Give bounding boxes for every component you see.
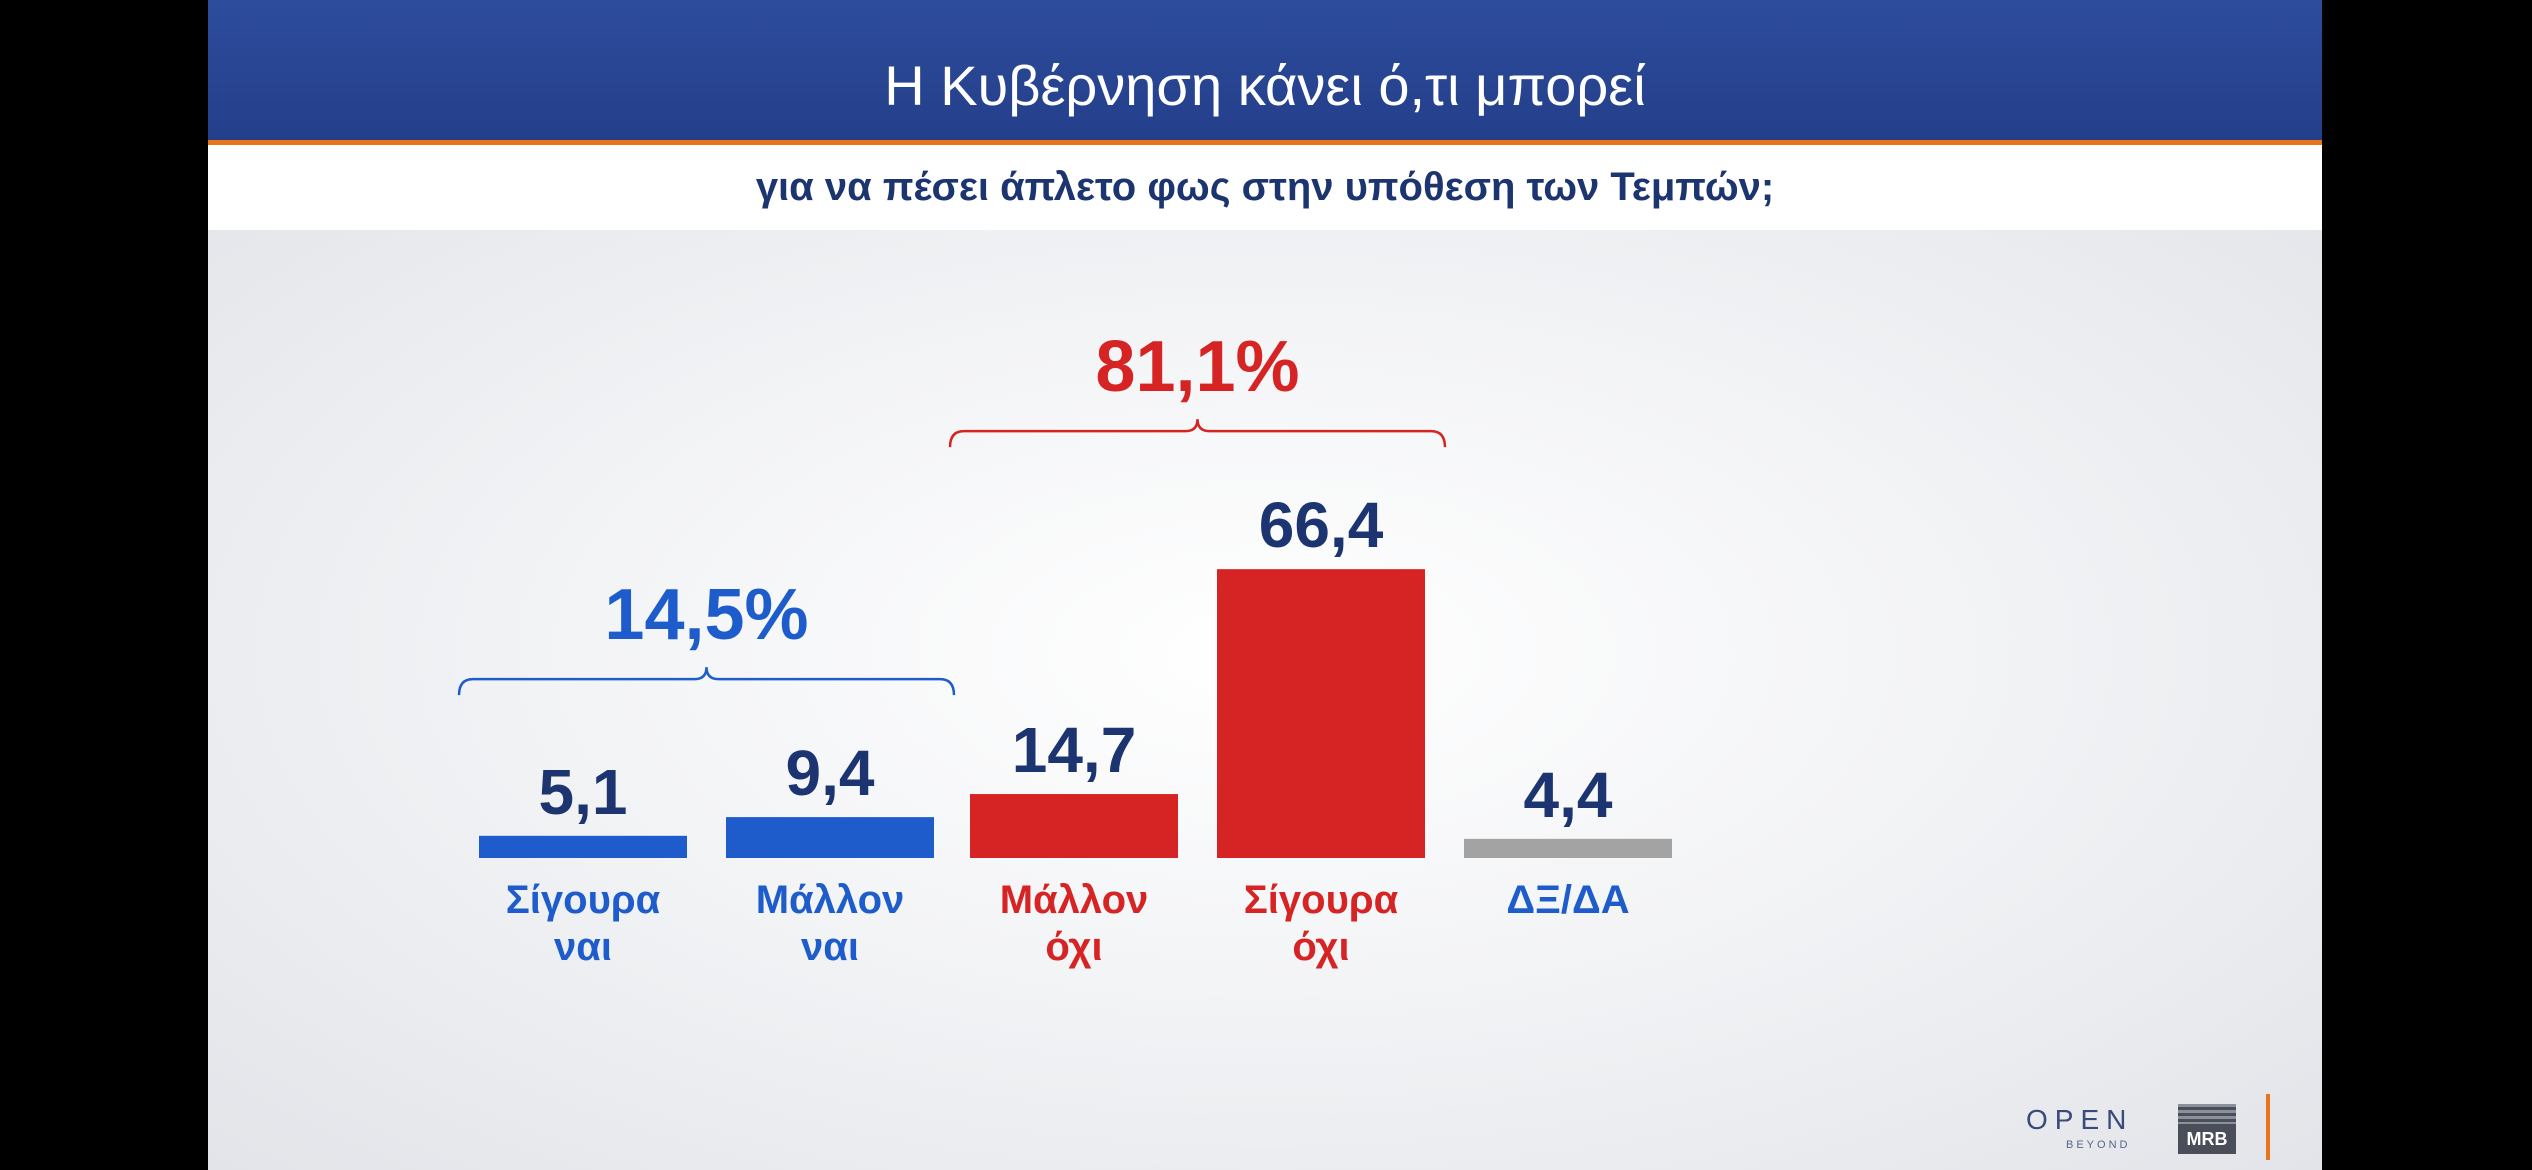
title-bar (208, 0, 2322, 140)
bar-5 (1464, 838, 1672, 858)
bar-chart: 5,1Σίγουραναι9,4Μάλλονναι14,7Μάλλονόχι66… (457, 327, 1672, 969)
category-label-2-line-1: Μάλλον (756, 878, 905, 922)
value-label-1: 5,1 (539, 756, 628, 828)
accent-divider (208, 140, 2322, 145)
open-logo-tagline: BEYOND (2066, 1139, 2131, 1151)
bar-3 (970, 794, 1178, 858)
category-label-3-line-2: όχι (1045, 925, 1102, 969)
group-total-label-2: 81,1% (1095, 327, 1299, 407)
chart-stage: 5,1 Σίγουρα ναι 9,4 Μάλλον ναι 14,7 Μάλλον όχι 66… (208, 230, 2322, 1170)
mrb-logo-text: MRB (2186, 1129, 2228, 1149)
category-label-4-line-2: όχι (1292, 925, 1349, 969)
category-label-2-line-2: ναι (801, 925, 859, 969)
group-bracket-1 (457, 667, 956, 696)
value-label-5: 4,4 (1524, 759, 1613, 831)
chart-subtitle: για να πέσει άπλετο φως στην υπόθεση των… (755, 165, 1775, 209)
value-label-2: 9,4 (786, 737, 875, 809)
category-label-5: ΔΞ/ΔΑ (1506, 878, 1629, 922)
value-label-4: 66,4 (1259, 489, 1384, 561)
category-label-1-line-1: Σίγουρα (506, 878, 661, 922)
logo-divider (2266, 1094, 2270, 1160)
open-logo: OPEN (2026, 1104, 2134, 1135)
group-total-label-1: 14,5% (604, 575, 808, 655)
category-label-3-line-1: Μάλλον (1000, 878, 1149, 922)
category-label-1-line-2: ναι (554, 925, 612, 969)
chart-title: Η Κυβέρνηση κάνει ό,τι μπορεί (884, 54, 1646, 117)
mrb-logo-stripes (2178, 1104, 2236, 1124)
subtitle-bar (208, 145, 2322, 230)
bar-1 (479, 835, 687, 858)
value-label-3: 14,7 (1012, 714, 1137, 786)
broadcast-frame: Η Κυβέρνηση κάνει ό,τι μπορεί για να πέσ… (208, 0, 2322, 1170)
bar-4 (1217, 569, 1425, 858)
bar-2 (726, 817, 934, 858)
category-label-4-line-1: Σίγουρα (1244, 878, 1399, 922)
group-bracket-2 (948, 419, 1447, 448)
